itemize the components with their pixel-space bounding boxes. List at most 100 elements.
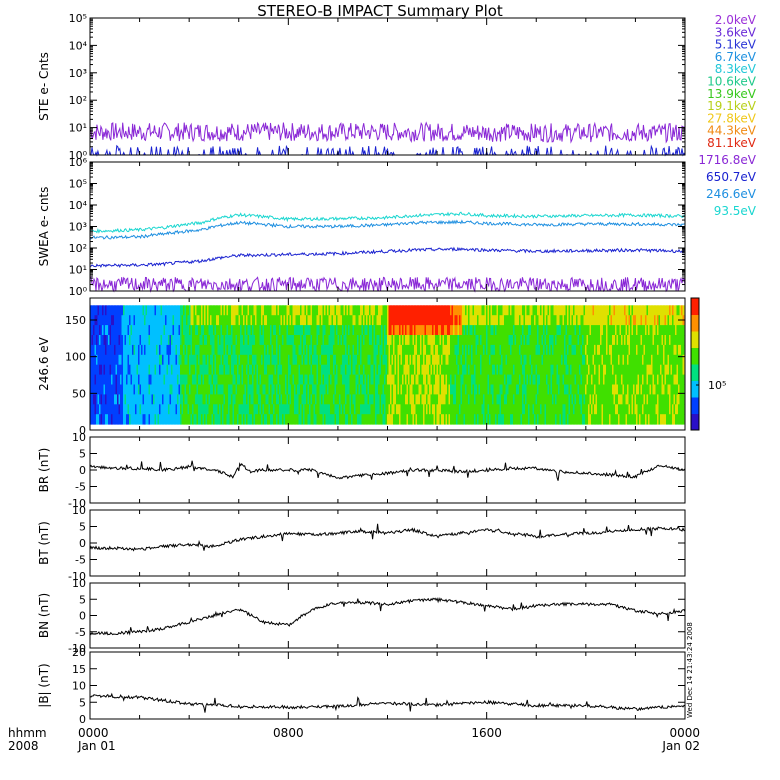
heatmap-cell bbox=[337, 315, 340, 326]
heatmap-cell bbox=[166, 325, 169, 336]
heatmap-cell bbox=[354, 335, 356, 346]
heatmap-cell bbox=[600, 384, 602, 395]
heatmap-cell bbox=[177, 305, 179, 316]
y-tick-label: 10⁶ bbox=[69, 156, 88, 169]
heatmap-cell bbox=[606, 414, 608, 425]
heatmap-cell bbox=[345, 315, 347, 326]
heatmap-cell bbox=[367, 374, 370, 385]
heatmap-cell bbox=[442, 335, 445, 346]
heatmap-cell bbox=[307, 394, 310, 405]
heatmap-cell bbox=[487, 374, 490, 385]
heatmap-cell bbox=[244, 394, 247, 405]
heatmap-cell bbox=[328, 305, 331, 316]
heatmap-cell bbox=[241, 414, 244, 425]
heatmap-cell bbox=[382, 315, 385, 326]
heatmap-cell bbox=[618, 404, 620, 415]
heatmap-cell bbox=[615, 344, 617, 356]
heatmap-cell bbox=[564, 384, 566, 395]
heatmap-cell bbox=[300, 315, 302, 326]
heatmap-cell bbox=[102, 325, 104, 336]
heatmap-cell bbox=[333, 364, 335, 376]
heatmap-cell bbox=[366, 305, 368, 316]
heatmap-cell bbox=[456, 374, 458, 385]
heatmap-cell bbox=[376, 384, 379, 395]
heatmap-cell bbox=[253, 315, 256, 326]
heatmap-cell bbox=[298, 315, 301, 326]
heatmap-cell bbox=[658, 305, 661, 316]
heatmap-cell bbox=[115, 315, 118, 326]
heatmap-cell bbox=[660, 414, 662, 425]
heatmap-cell bbox=[348, 335, 350, 346]
heatmap-cell bbox=[99, 344, 101, 356]
heatmap-cell bbox=[139, 404, 142, 415]
heatmap-cell bbox=[216, 414, 218, 425]
heatmap-cell bbox=[205, 325, 208, 336]
heatmap-cell bbox=[510, 394, 512, 405]
heatmap-cell bbox=[453, 325, 455, 336]
heatmap-cell bbox=[553, 364, 556, 376]
heatmap-cell bbox=[214, 404, 217, 415]
heatmap-cell bbox=[174, 344, 176, 356]
heatmap-cell bbox=[571, 394, 574, 405]
heatmap-cell bbox=[615, 374, 617, 385]
heatmap-cell bbox=[165, 404, 167, 415]
heatmap-cell bbox=[316, 325, 319, 336]
heatmap-cell bbox=[534, 384, 536, 395]
heatmap-cell bbox=[370, 404, 373, 415]
heatmap-cell bbox=[426, 354, 428, 366]
heatmap-cell bbox=[369, 315, 371, 326]
heatmap-cell bbox=[313, 404, 316, 415]
heatmap-cell bbox=[376, 305, 379, 316]
heatmap-cell bbox=[661, 354, 664, 366]
heatmap-cell bbox=[222, 325, 224, 336]
heatmap-cell bbox=[462, 354, 464, 366]
heatmap-cell bbox=[162, 305, 164, 316]
heatmap-cell bbox=[175, 354, 178, 366]
heatmap-cell bbox=[541, 315, 544, 326]
heatmap-cell bbox=[423, 404, 425, 415]
heatmap-cell bbox=[223, 344, 226, 356]
heatmap-cell bbox=[600, 374, 602, 385]
heatmap-cell bbox=[366, 344, 368, 356]
heatmap-cell bbox=[129, 374, 131, 385]
heatmap-cell bbox=[276, 384, 278, 395]
heatmap-cell bbox=[213, 414, 215, 425]
heatmap-cell bbox=[412, 394, 415, 405]
heatmap-cell bbox=[280, 305, 283, 316]
heatmap-cell bbox=[532, 404, 535, 415]
heatmap-cell bbox=[274, 315, 277, 326]
heatmap-cell bbox=[114, 315, 116, 326]
heatmap-cell bbox=[613, 404, 616, 415]
heatmap-cell bbox=[126, 305, 128, 316]
heatmap-cell bbox=[346, 305, 349, 316]
heatmap-cell bbox=[601, 374, 604, 385]
heatmap-cell bbox=[451, 354, 454, 366]
heatmap-cell bbox=[217, 344, 220, 356]
heatmap-cell bbox=[222, 364, 224, 376]
heatmap-cell bbox=[579, 305, 581, 316]
heatmap-cell bbox=[280, 335, 283, 346]
heatmap-cell bbox=[526, 384, 529, 395]
heatmap-cell bbox=[157, 354, 160, 366]
heatmap-cell bbox=[408, 335, 410, 346]
heatmap-cell bbox=[225, 364, 227, 376]
heatmap-cell bbox=[310, 374, 313, 385]
heatmap-cell bbox=[457, 364, 460, 376]
heatmap-cell bbox=[153, 414, 155, 425]
heatmap-cell bbox=[630, 364, 632, 376]
heatmap-cell bbox=[408, 354, 410, 366]
heatmap-cell bbox=[262, 384, 265, 395]
heatmap-cell bbox=[541, 344, 544, 356]
heatmap-cell bbox=[201, 354, 203, 366]
heatmap-cell bbox=[211, 344, 214, 356]
heatmap-cell bbox=[148, 354, 151, 366]
heatmap-cell bbox=[207, 394, 209, 405]
heatmap-cell bbox=[94, 374, 97, 385]
heatmap-cell bbox=[492, 394, 494, 405]
heatmap-cell bbox=[277, 384, 280, 395]
heatmap-cell bbox=[591, 374, 593, 385]
heatmap-cell bbox=[514, 394, 517, 405]
heatmap-cell bbox=[225, 325, 227, 336]
heatmap-cell bbox=[613, 305, 616, 316]
heatmap-cell bbox=[139, 354, 142, 366]
